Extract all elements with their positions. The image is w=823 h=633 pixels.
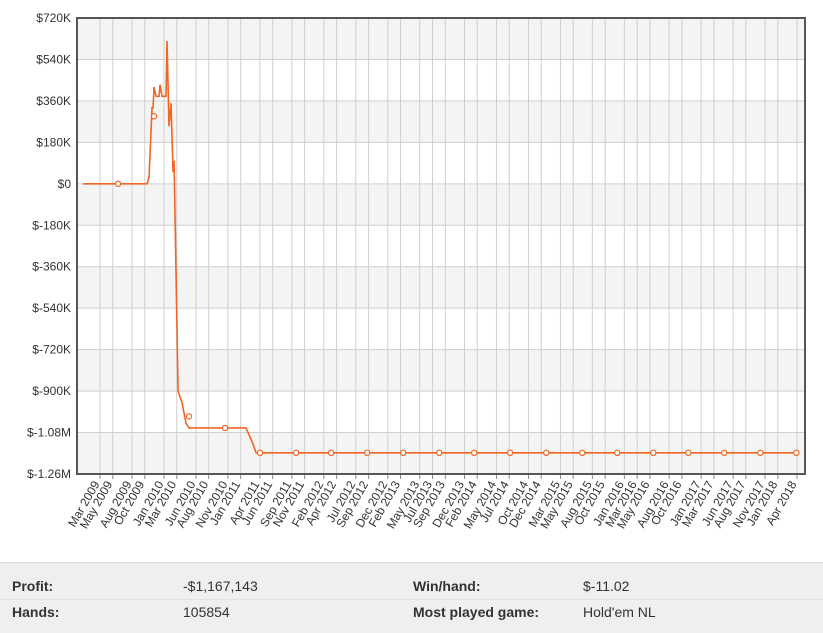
stats-panel: Profit: -$1,167,143 Win/hand: $-11.02 Ha… <box>0 562 823 633</box>
stat-value: Hold'em NL <box>583 604 656 620</box>
line-marker <box>399 449 407 457</box>
line-marker <box>256 449 264 457</box>
y-tick-label: $-360K <box>32 260 71 274</box>
stat-value: 105854 <box>183 604 230 620</box>
line-marker <box>543 449 550 457</box>
y-tick-label: $720K <box>36 11 71 25</box>
line-marker <box>114 180 122 188</box>
y-tick-label: $540K <box>36 52 71 66</box>
line-marker <box>363 449 371 457</box>
line-marker <box>185 413 193 420</box>
line-marker <box>579 449 586 457</box>
stat-label: Hands: <box>12 604 60 620</box>
line-marker <box>721 449 728 457</box>
grid-band <box>77 266 805 309</box>
plot-background <box>77 18 805 474</box>
line-marker <box>150 113 158 120</box>
line-marker <box>435 449 443 457</box>
line-marker <box>470 449 478 457</box>
y-tick-label: $180K <box>36 135 71 149</box>
grid-band <box>77 100 805 143</box>
y-tick-label: $-540K <box>32 301 71 315</box>
profit-line <box>82 41 798 454</box>
line-marker <box>614 449 621 457</box>
y-tick-label: $-1.26M <box>27 467 71 481</box>
line-marker <box>506 449 514 457</box>
chart: $720K $540K $360K $180K $0 $-180K $-360K $-540K… <box>27 11 806 531</box>
line-marker <box>757 449 764 457</box>
y-tick-label: $-1.08M <box>27 426 71 440</box>
line-marker <box>327 449 335 457</box>
stat-label: Most played game: <box>413 604 540 620</box>
line-marker <box>221 424 229 432</box>
grid-band <box>77 18 805 60</box>
stat-label: Win/hand: <box>413 578 481 594</box>
grid-band <box>77 349 805 392</box>
y-tick-label: $-180K <box>32 218 71 232</box>
y-tick-label: $0 <box>58 177 72 191</box>
y-tick-label: $-720K <box>32 343 71 357</box>
y-tick-label: $360K <box>36 94 71 108</box>
plot-border <box>76 17 806 475</box>
line-marker <box>685 449 692 457</box>
stat-value: $-11.02 <box>583 578 630 594</box>
stat-value: -$1,167,143 <box>183 578 258 594</box>
line-marker <box>292 449 300 457</box>
y-tick-label: $-900K <box>32 384 71 398</box>
line-marker <box>793 449 800 457</box>
stat-label: Profit: <box>12 578 54 594</box>
grid-band <box>77 183 805 226</box>
separator <box>0 599 823 600</box>
line-marker <box>650 449 657 457</box>
